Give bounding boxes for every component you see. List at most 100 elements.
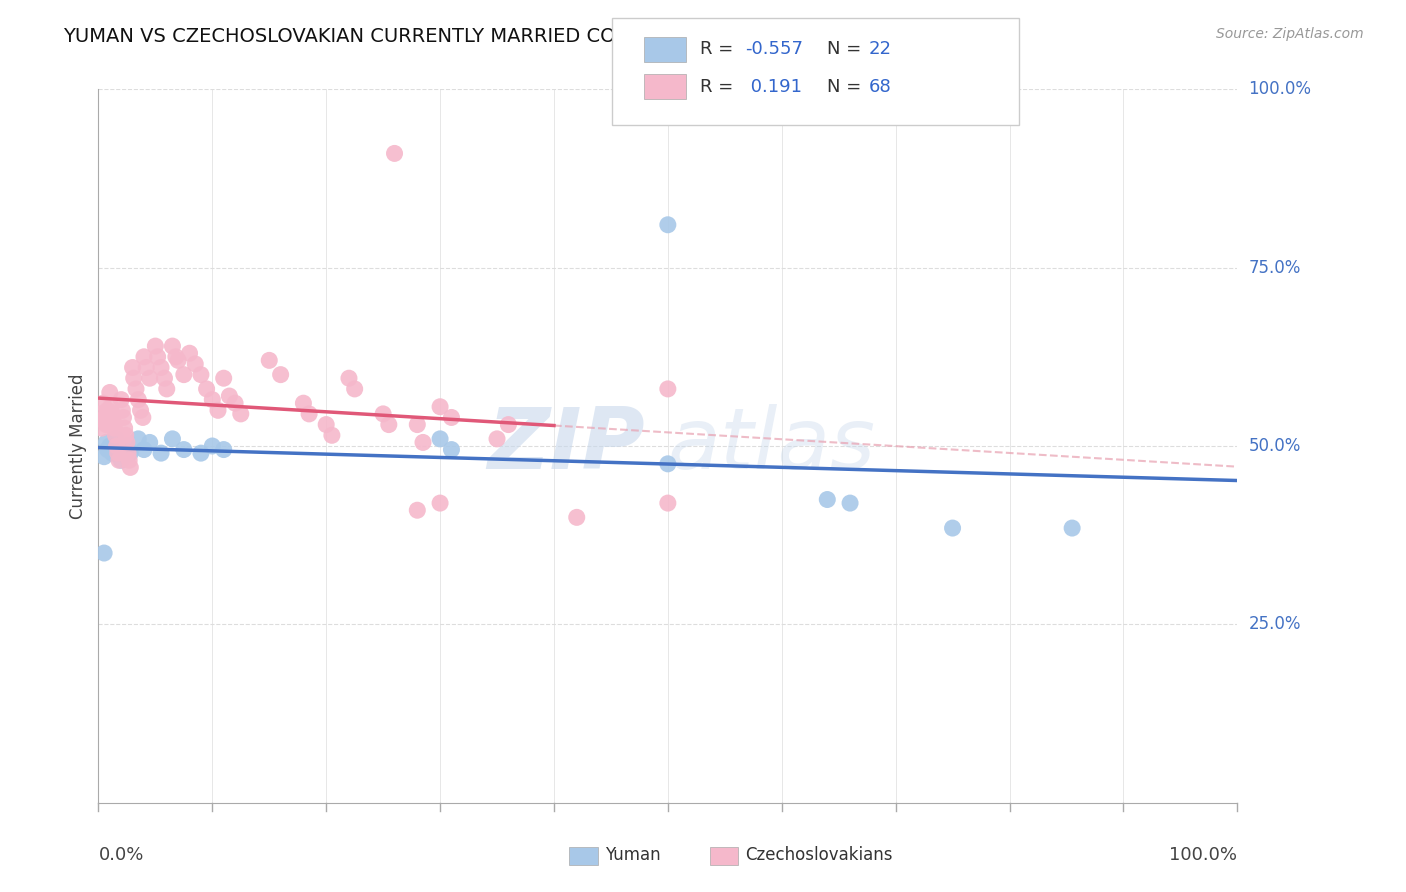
Point xyxy=(114,428,136,442)
Point xyxy=(201,439,224,453)
Point xyxy=(292,396,315,410)
Point xyxy=(440,442,463,457)
Point xyxy=(429,496,451,510)
Point xyxy=(96,442,118,457)
Point xyxy=(657,382,679,396)
Point xyxy=(108,453,131,467)
Point xyxy=(486,432,509,446)
Text: 22: 22 xyxy=(869,40,891,58)
Point xyxy=(117,446,139,460)
Point xyxy=(173,368,195,382)
Point xyxy=(429,432,451,446)
Point xyxy=(162,339,184,353)
Point xyxy=(315,417,337,432)
Point xyxy=(498,417,520,432)
Point xyxy=(138,435,160,450)
Text: atlas: atlas xyxy=(668,404,876,488)
Point xyxy=(384,146,406,161)
Point xyxy=(132,350,155,364)
Point xyxy=(93,450,115,464)
Point xyxy=(132,410,155,425)
Point xyxy=(815,492,838,507)
Point xyxy=(212,371,235,385)
Point xyxy=(371,407,394,421)
Point xyxy=(173,442,195,457)
Point xyxy=(122,371,145,385)
Point xyxy=(105,439,128,453)
Point xyxy=(839,496,862,510)
Point xyxy=(212,442,235,457)
Text: Source: ZipAtlas.com: Source: ZipAtlas.com xyxy=(1216,27,1364,41)
Point xyxy=(94,410,117,425)
Point xyxy=(110,453,132,467)
Point xyxy=(190,446,212,460)
Point xyxy=(565,510,588,524)
Point xyxy=(167,353,190,368)
Point xyxy=(201,392,224,407)
Point xyxy=(111,403,134,417)
Point xyxy=(127,392,149,407)
Point xyxy=(112,410,135,425)
Text: R =: R = xyxy=(700,78,740,95)
Point xyxy=(125,382,148,396)
Y-axis label: Currently Married: Currently Married xyxy=(69,373,87,519)
Point xyxy=(110,392,132,407)
Point xyxy=(120,446,142,460)
Point xyxy=(406,503,429,517)
Point xyxy=(93,546,115,560)
Point xyxy=(138,371,160,385)
Text: 0.191: 0.191 xyxy=(745,78,803,95)
Point xyxy=(321,428,343,442)
Text: 25.0%: 25.0% xyxy=(1249,615,1301,633)
Point xyxy=(107,446,129,460)
Point xyxy=(100,400,122,414)
Point xyxy=(224,396,246,410)
Point xyxy=(96,403,118,417)
Text: R =: R = xyxy=(700,40,740,58)
Point xyxy=(150,360,173,375)
Point xyxy=(127,432,149,446)
Point xyxy=(98,385,121,400)
Point xyxy=(1062,521,1084,535)
Point xyxy=(153,371,176,385)
Point xyxy=(337,371,360,385)
Text: 0.0%: 0.0% xyxy=(98,846,143,863)
Point xyxy=(104,432,127,446)
Point xyxy=(114,421,136,435)
Point xyxy=(101,407,124,421)
Point xyxy=(150,446,173,460)
Point xyxy=(378,417,401,432)
Point xyxy=(104,428,127,442)
Point xyxy=(190,368,212,382)
Point xyxy=(115,439,138,453)
Point xyxy=(156,382,179,396)
Point xyxy=(165,350,187,364)
Point xyxy=(132,442,155,457)
Point xyxy=(270,368,292,382)
Text: -0.557: -0.557 xyxy=(745,40,803,58)
Point xyxy=(103,421,125,435)
Point xyxy=(657,218,679,232)
Point xyxy=(90,421,112,435)
Point xyxy=(120,460,142,475)
Point xyxy=(96,435,118,450)
Text: YUMAN VS CZECHOSLOVAKIAN CURRENTLY MARRIED CORRELATION CHART: YUMAN VS CZECHOSLOVAKIAN CURRENTLY MARRI… xyxy=(63,27,797,45)
Text: 50.0%: 50.0% xyxy=(1249,437,1301,455)
Text: Yuman: Yuman xyxy=(605,846,661,863)
Point xyxy=(162,432,184,446)
Text: ZIP: ZIP xyxy=(488,404,645,488)
Point xyxy=(440,410,463,425)
Point xyxy=(146,350,169,364)
Point xyxy=(942,521,965,535)
Point xyxy=(195,382,218,396)
Point xyxy=(429,400,451,414)
Point xyxy=(298,407,321,421)
Point xyxy=(218,389,240,403)
Point xyxy=(115,435,138,450)
Point xyxy=(657,496,679,510)
Text: 75.0%: 75.0% xyxy=(1249,259,1301,277)
Point xyxy=(135,360,157,375)
Point xyxy=(406,417,429,432)
Point xyxy=(129,403,152,417)
Text: Czechoslovakians: Czechoslovakians xyxy=(745,846,893,863)
